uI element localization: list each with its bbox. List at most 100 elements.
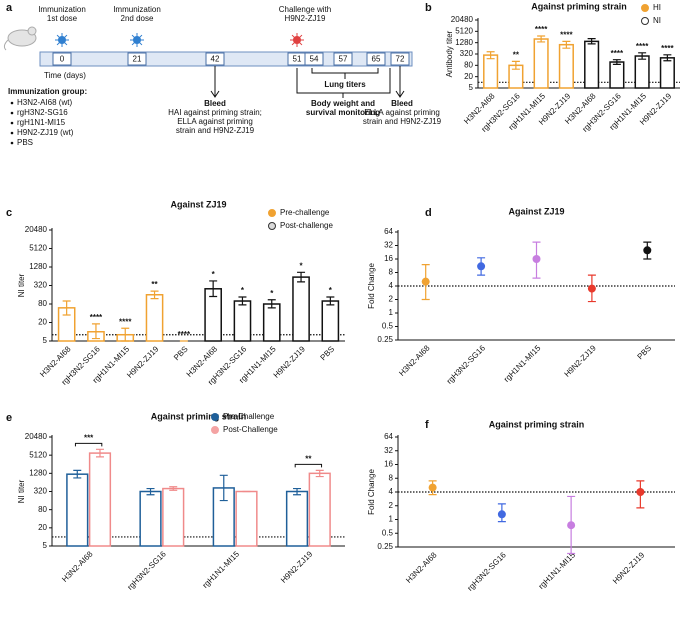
bar (285, 490, 309, 547)
y-tick-label: 32 (384, 241, 393, 250)
y-tick-label: 5 (43, 541, 48, 550)
legend-label: NI (653, 16, 661, 25)
y-tick-label: 320 (34, 487, 48, 496)
x-tick-label: H9N2-ZJ19 (125, 344, 161, 380)
bar (659, 57, 675, 89)
legend-label: Pre-Challenge (223, 412, 275, 421)
chart-title: Against ZJ19 (508, 206, 564, 216)
lung-label: Lung titers (324, 80, 366, 89)
y-tick-label: 2 (389, 501, 394, 510)
event-label: Immunization (38, 5, 86, 14)
y-tick-label: 4 (389, 487, 394, 496)
panel-letter: b (425, 2, 432, 14)
x-tick-label: H9N2-ZJ19 (611, 550, 647, 586)
error-bar (293, 487, 302, 496)
significance: **** (535, 25, 548, 34)
bleed-title: Bleed (391, 99, 413, 108)
y-tick-label: 16 (384, 460, 393, 469)
arrow (210, 66, 220, 98)
significance: **** (90, 313, 103, 322)
panel-letter: c (6, 207, 12, 219)
legend-label: HI (653, 3, 661, 12)
event-label: H9N2-ZJ19 (285, 14, 326, 23)
error-bar (638, 52, 647, 60)
virus-icon (58, 36, 66, 44)
group-title: Immunization group: (8, 87, 87, 96)
y-tick-label: 5 (43, 336, 48, 345)
legend-label: Post-Challenge (223, 425, 278, 434)
y-tick-label: 5 (469, 83, 474, 92)
bullet (10, 141, 14, 145)
bleed-text: ELLA against priming (364, 108, 440, 117)
point (567, 521, 576, 530)
error-bar (91, 323, 100, 340)
axis-label: Time (days) (44, 71, 86, 80)
day-box (390, 52, 410, 66)
error-bar (587, 38, 596, 45)
point (643, 246, 652, 255)
y-tick-label: 0.5 (382, 322, 394, 331)
bar (558, 43, 574, 89)
error-bar (150, 290, 159, 300)
error-bar (73, 469, 82, 479)
y-tick-label: 0.5 (382, 528, 394, 537)
day-label: 72 (396, 55, 405, 64)
x-tick-label: rgH3N2-SG16 (126, 549, 169, 592)
error-bar (267, 299, 276, 309)
legend-label: Pre-challenge (280, 208, 330, 217)
mouse-tail (3, 39, 9, 51)
virus-icon (133, 36, 141, 44)
error-bar (537, 35, 546, 43)
y-tick-label: 32 (384, 446, 393, 455)
bar (235, 490, 258, 547)
day-label: 21 (133, 55, 142, 64)
significance: **** (636, 42, 649, 51)
y-tick-label: 1280 (455, 38, 473, 47)
y-tick-label: 1280 (29, 468, 47, 477)
bracket (311, 68, 379, 79)
error-bar (219, 474, 228, 502)
legend-marker (211, 426, 219, 434)
legend-marker (268, 222, 276, 230)
y-tick-label: 20480 (25, 432, 48, 441)
day-box (52, 52, 72, 66)
legend-marker (641, 17, 649, 25)
day-label: 0 (60, 55, 65, 64)
event-label: 2nd dose (121, 14, 154, 23)
error-bar (169, 486, 178, 491)
bar (139, 490, 162, 547)
group-item: rgH3N2-SG16 (17, 108, 68, 117)
timeline-panel: a Time (days) Immunization 1st dose Immu… (3, 2, 442, 135)
bar (66, 473, 89, 547)
panel-letter: d (425, 207, 432, 219)
x-tick-label: rgH1N1-MI15 (502, 343, 543, 384)
bar (162, 487, 185, 547)
group-item: H3N2-AI68 (wt) (17, 98, 72, 107)
error-bar (315, 469, 324, 478)
significance: **** (611, 49, 624, 58)
x-tick-label: PBS (172, 345, 190, 363)
y-tick-label: 80 (38, 299, 47, 308)
y-tick-label: 8 (389, 473, 394, 482)
x-tick-label: rgH1N1-MI15 (537, 550, 578, 591)
y-tick-label: 4 (389, 281, 394, 290)
bleed-text: strain and H9N2-ZJ19 (176, 126, 255, 135)
error-bar (62, 300, 71, 316)
point (428, 483, 437, 492)
x-tick-label: PBS (319, 345, 337, 363)
y-tick-label: 320 (34, 281, 48, 290)
bar (88, 452, 112, 547)
error-bar (209, 280, 218, 298)
error-bar (486, 51, 495, 60)
y-axis-label: Fold Change (367, 469, 376, 515)
bracket (294, 463, 323, 468)
bullet (10, 121, 14, 125)
significance: * (299, 261, 303, 270)
day-box (205, 52, 225, 66)
bar (262, 303, 281, 342)
error-bar (238, 296, 247, 306)
y-tick-label: 80 (464, 60, 473, 69)
significance: * (270, 289, 274, 298)
bar (308, 472, 331, 547)
